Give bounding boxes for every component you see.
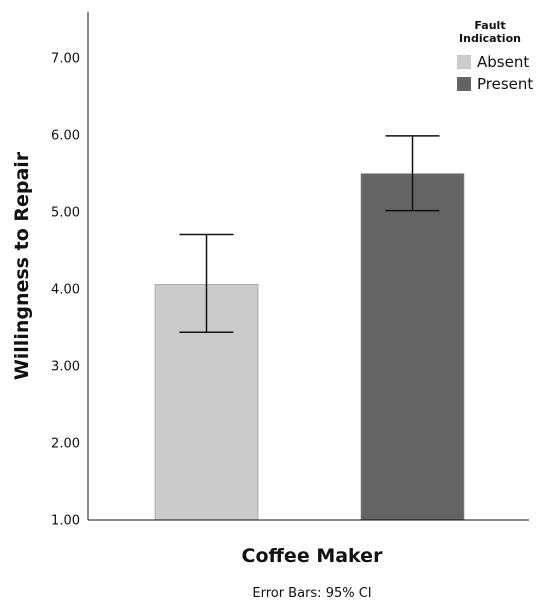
legend-label-present: Present — [477, 75, 533, 93]
legend: Fault Indication Absent Present — [457, 19, 533, 93]
bars-layer — [154, 173, 465, 521]
x-axis-title: Coffee Maker — [242, 545, 384, 567]
footnote-error-bars: Error Bars: 95% CI — [252, 586, 371, 601]
legend-title-line-1: Fault — [474, 19, 505, 32]
axes-layer — [87, 12, 529, 521]
y-tick-label: 4.00 — [51, 283, 80, 298]
legend-swatch-absent — [457, 55, 471, 69]
y-tick-label: 2.00 — [51, 437, 80, 452]
y-axis-title: Willingness to Repair — [11, 151, 33, 380]
y-tick-labels: 1.00 2.00 3.00 4.00 5.00 6.00 7.00 — [51, 52, 80, 529]
y-tick-label: 5.00 — [51, 206, 80, 221]
legend-title-line-2: Indication — [459, 32, 521, 45]
bar-present — [360, 173, 465, 521]
y-tick-label: 3.00 — [51, 360, 80, 375]
legend-label-absent: Absent — [477, 53, 529, 71]
error-bars-layer — [179, 135, 440, 333]
y-tick-label: 7.00 — [51, 52, 80, 67]
legend-items: Absent Present — [457, 53, 533, 93]
y-tick-label: 6.00 — [51, 129, 80, 144]
y-tick-label: 1.00 — [51, 514, 80, 529]
error-bar-absent — [179, 233, 234, 333]
legend-swatch-present — [457, 77, 471, 91]
error-bar-present — [385, 135, 440, 212]
